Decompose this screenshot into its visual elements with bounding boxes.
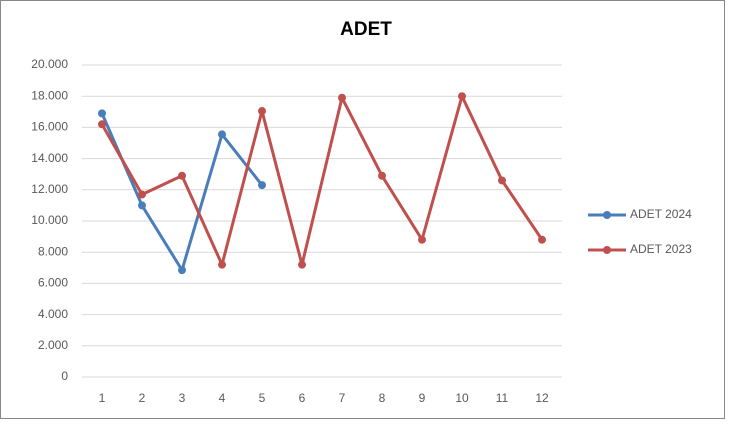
y-tick-label: 8.000 (38, 244, 68, 258)
data-point (298, 260, 306, 269)
data-point (338, 93, 346, 102)
data-point (378, 171, 386, 180)
x-tick-label: 12 (535, 391, 549, 405)
x-tick-label: 8 (379, 391, 386, 405)
x-tick-label: 6 (299, 391, 306, 405)
data-point (218, 260, 226, 269)
y-tick-label: 4.000 (38, 307, 68, 321)
data-point (458, 92, 466, 101)
x-tick-label: 1 (99, 391, 106, 405)
chart-title: ADET (340, 19, 392, 40)
data-point (98, 109, 106, 118)
y-tick-label: 6.000 (38, 276, 68, 290)
data-point (98, 120, 106, 129)
data-point (138, 190, 146, 199)
data-point (218, 130, 226, 139)
legend-label: ADET 2023 (630, 242, 692, 256)
x-tick-label: 5 (259, 391, 266, 405)
y-tick-label: 18.000 (31, 88, 68, 102)
data-point (258, 181, 266, 190)
x-tick-label: 4 (219, 391, 226, 405)
x-tick-label: 3 (179, 391, 186, 405)
x-tick-label: 10 (455, 391, 469, 405)
data-point (178, 266, 186, 275)
x-tick-label: 2 (139, 391, 146, 405)
series-line (100, 94, 544, 267)
y-tick-label: 16.000 (31, 120, 68, 134)
legend-label: ADET 2024 (630, 207, 692, 221)
y-tick-label: 14.000 (31, 151, 68, 165)
legend-marker (603, 211, 611, 219)
x-tick-label: 9 (419, 391, 426, 405)
data-point (498, 176, 506, 185)
y-tick-label: 10.000 (31, 213, 68, 227)
legend-marker (603, 246, 611, 254)
x-tick-label: 11 (496, 391, 509, 405)
data-point (538, 235, 546, 244)
data-point (418, 235, 426, 244)
y-tick-label: 0 (61, 369, 68, 383)
data-point (178, 171, 186, 180)
data-point (138, 201, 146, 210)
x-tick-label: 7 (339, 391, 346, 405)
y-tick-label: 20.000 (31, 57, 68, 71)
y-tick-label: 2.000 (38, 338, 68, 352)
chart-border (0, 0, 725, 419)
y-tick-label: 12.000 (31, 182, 68, 196)
data-point (258, 107, 266, 116)
